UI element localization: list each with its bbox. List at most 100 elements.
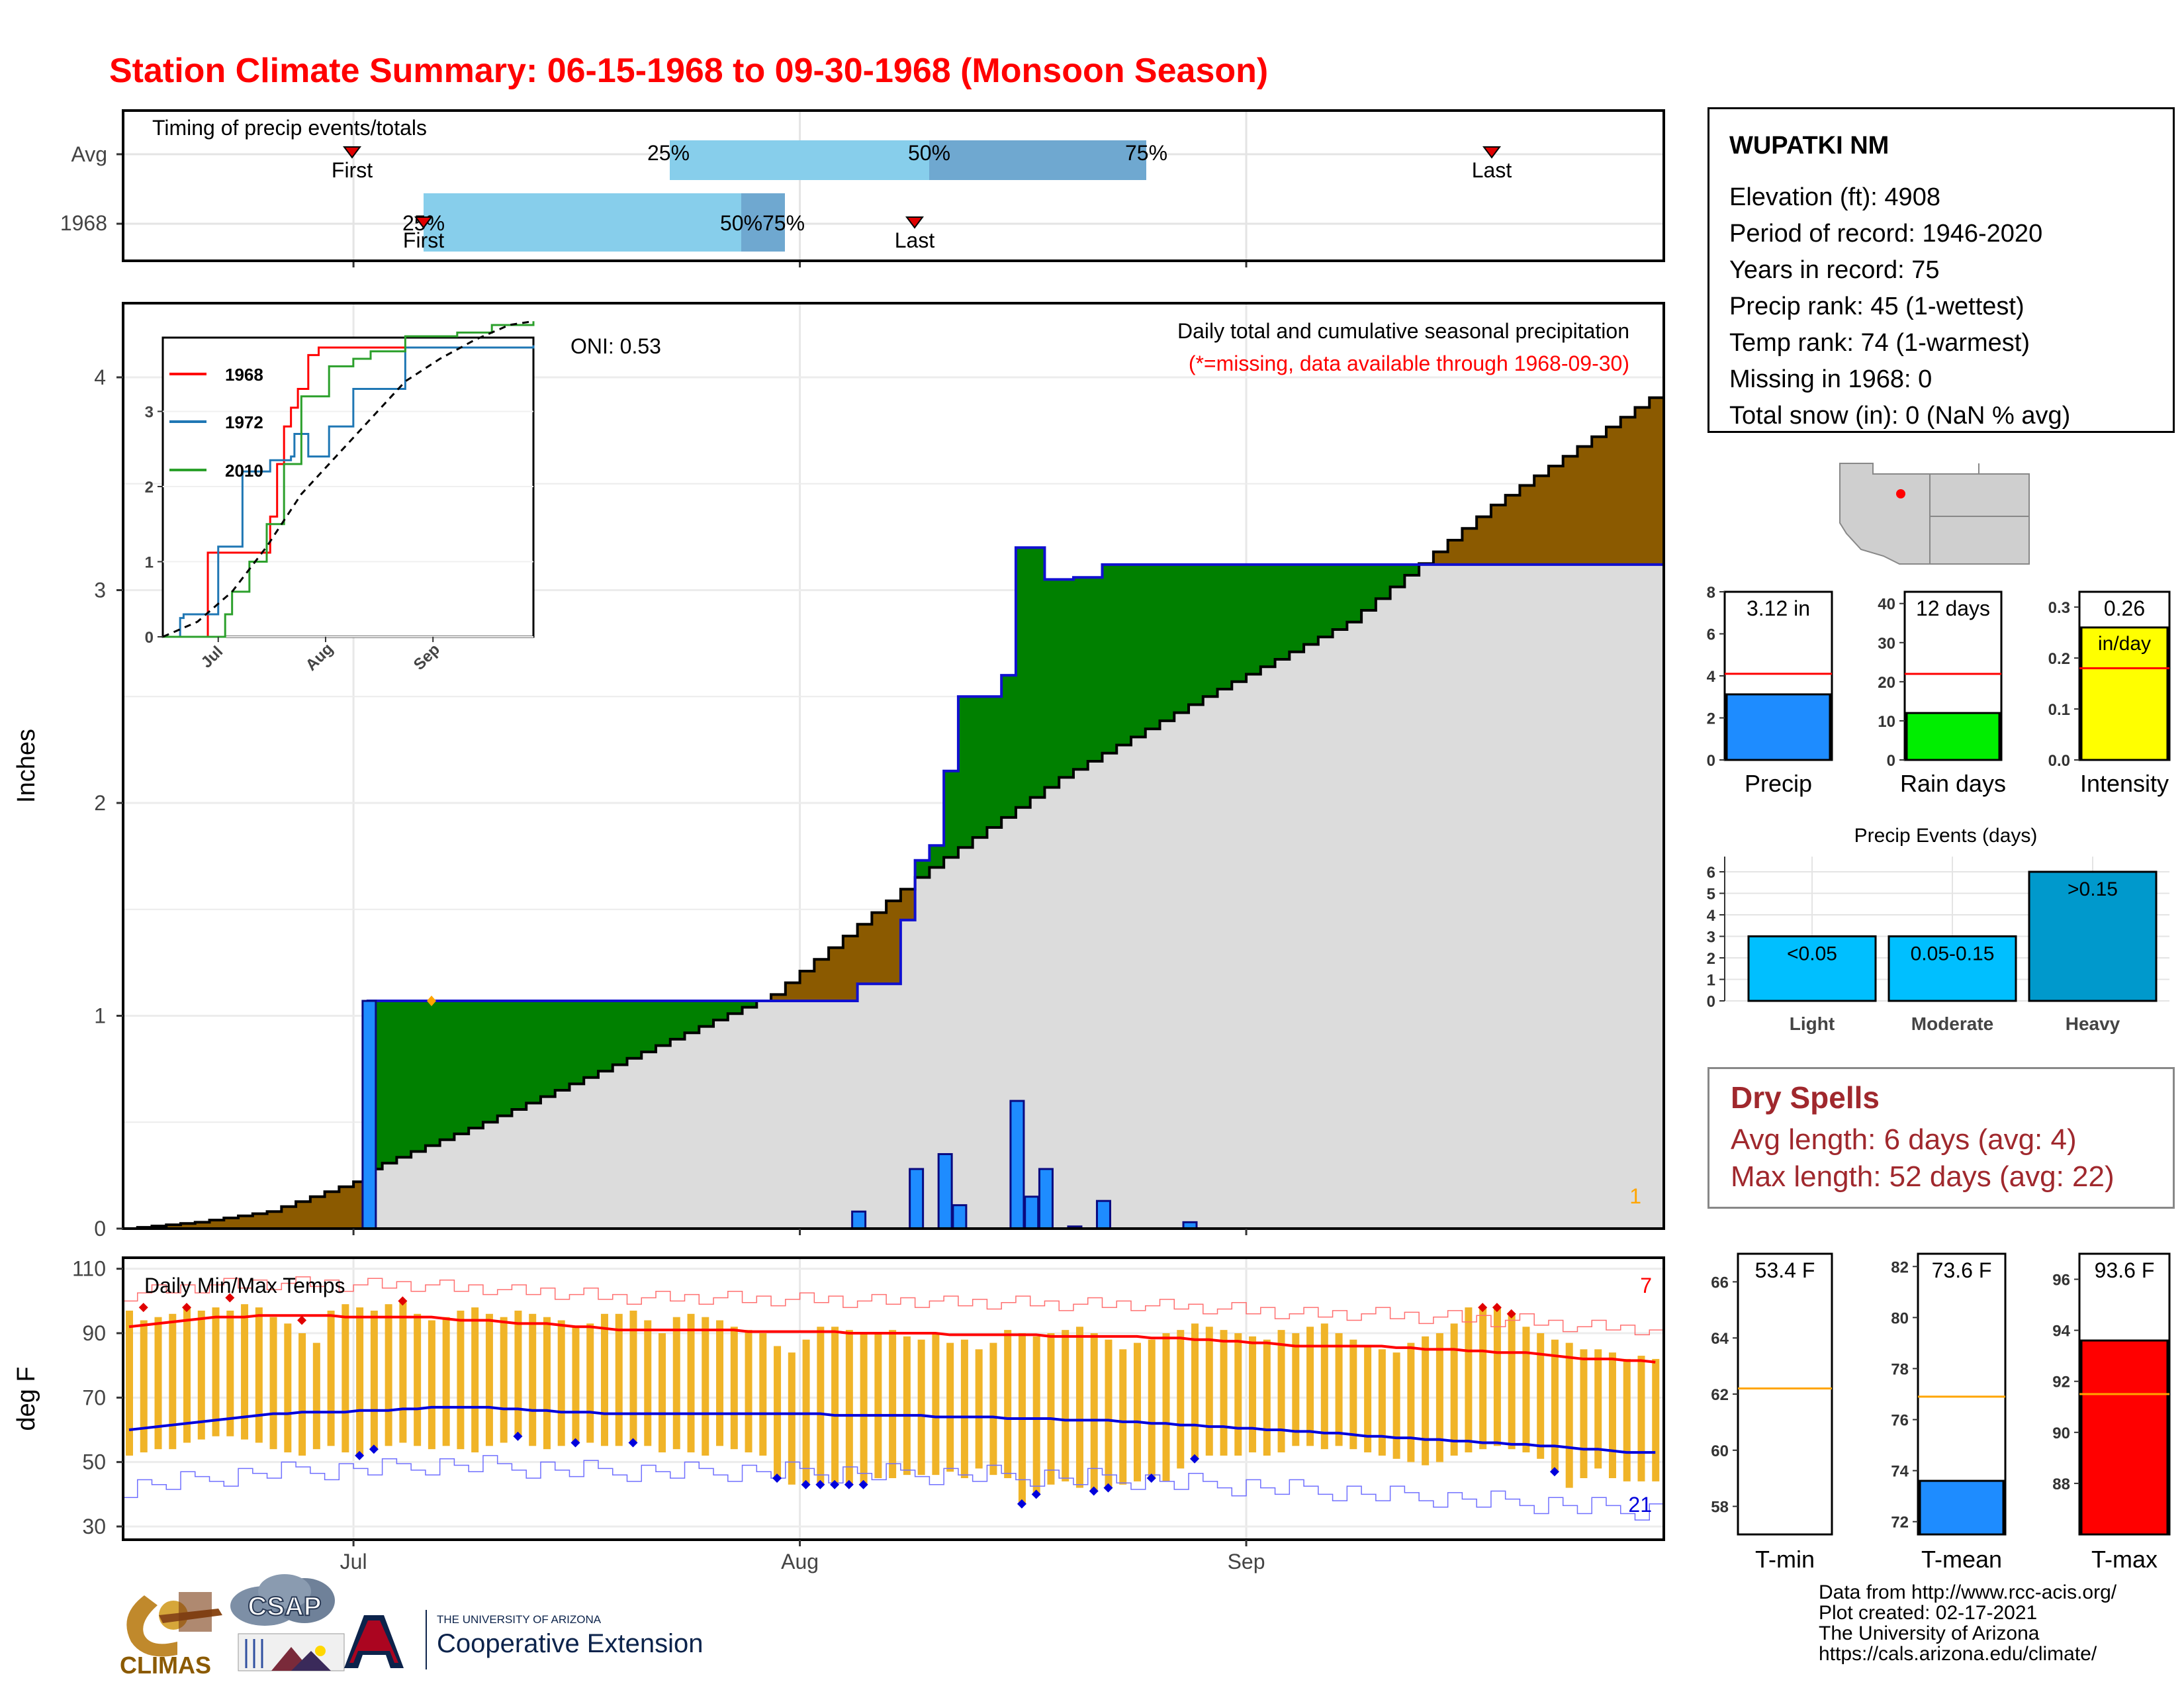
y1968-last-marker	[905, 216, 924, 229]
summary-chart-rain_days: 12 days 0 10 20 30 40 Rain days	[1878, 590, 2006, 797]
inset-series-1968	[163, 346, 533, 638]
daily-precip-bar	[1095, 1199, 1111, 1230]
daily-temp-range-bar	[1392, 1352, 1400, 1459]
daily-temp-range-bar	[1422, 1336, 1430, 1466]
daily-temp-range-bar	[1493, 1307, 1501, 1446]
daily-temp-range-bar	[1608, 1352, 1616, 1478]
tmax-average-line	[128, 1314, 1656, 1364]
daily-temp-range-bar	[284, 1323, 292, 1453]
daily-temp-range-bar	[1249, 1336, 1257, 1453]
temp-summary-ytick-label: 96	[2052, 1272, 2070, 1289]
record-low-marker	[1031, 1489, 1041, 1499]
daily-temp-range-bar	[341, 1304, 349, 1453]
daily-temp-range-bar	[1105, 1339, 1113, 1488]
temp-summary-value-label: 53.4 F	[1755, 1258, 1815, 1282]
daily-temp-range-bar	[197, 1310, 205, 1440]
daily-temp-range-bar	[1435, 1333, 1443, 1462]
daily-temp-range-bar	[442, 1317, 450, 1446]
main-panel-subtitle: (*=missing, data available through 1968-…	[1189, 352, 1629, 375]
record-high-marker	[398, 1296, 408, 1306]
daily-temp-range-bar	[1637, 1356, 1645, 1481]
temp-summary-value-label: 73.6 F	[1932, 1258, 1992, 1282]
inset-ytick-label: 2	[145, 479, 154, 496]
daily-temp-range-bar	[269, 1317, 277, 1450]
daily-temp-range-bar	[1378, 1349, 1386, 1456]
daily-temp-range-bar	[1551, 1339, 1559, 1472]
main-ytick-label: 4	[94, 365, 106, 389]
legend-1968: 1968	[225, 365, 263, 385]
record-low-marker	[1017, 1499, 1026, 1509]
record-high-marker	[1478, 1303, 1488, 1313]
credit-line: Plot created: 02-17-2021	[1819, 1602, 2038, 1624]
daily-temp-range-bar	[356, 1307, 364, 1456]
daily-temp-range-bar	[1508, 1313, 1516, 1450]
daily-temp-range-bar	[1565, 1342, 1573, 1488]
legend-2010: 2010	[225, 461, 263, 481]
record-low-marker	[355, 1450, 365, 1460]
temp-ytick-label: 30	[82, 1515, 106, 1538]
daily-temp-range-bar	[370, 1310, 378, 1450]
tmin-average-line	[128, 1405, 1656, 1454]
summary-ytick-label: 8	[1707, 584, 1715, 602]
station-temp-rank: Temp rank: 74 (1-warmest)	[1729, 329, 2030, 357]
summary-chart-intensity: 0.26 in/day 0.0 0.1 0.2 0.3 Intensity	[2048, 590, 2171, 797]
main-ytick-label: 1	[94, 1004, 106, 1028]
temp-panel: Daily Min/Max Temps 7 21 deg F 30 50 70 90 1…	[13, 1256, 1665, 1573]
inset-legend: 1968 1972 2010	[169, 365, 263, 481]
daily-temp-range-bar	[1062, 1330, 1069, 1481]
events-bar-label: 0.05-0.15	[1911, 943, 1995, 965]
events-category-label: Moderate	[1911, 1013, 1993, 1034]
temp-summary-value-bar	[2080, 1339, 2169, 1536]
temp-summary-axis-label: T-mean	[1921, 1546, 2002, 1573]
daily-temp-range-bar	[1594, 1349, 1602, 1469]
summary-ytick-label: 40	[1878, 596, 1895, 614]
timing-1968-25-50-bar	[424, 193, 741, 252]
daily-temp-range-bar	[399, 1301, 407, 1443]
summary-axis-label: Precip	[1745, 770, 1812, 797]
dry-spells-max: Max length: 52 days (avg: 22)	[1731, 1160, 2115, 1193]
summary-ytick-label: 0	[1707, 752, 1715, 770]
y1968-first-marker	[414, 216, 433, 229]
station-location-dot	[1896, 489, 1905, 498]
daily-temp-range-bar	[1148, 1339, 1156, 1478]
cumulative-avg-step-line	[123, 388, 1665, 1230]
daily-temp-range-bar	[1191, 1323, 1199, 1459]
inset-series-1972	[163, 345, 535, 638]
daily-temp-range-bar	[1479, 1307, 1487, 1450]
daily-temp-range-bar	[1580, 1349, 1588, 1478]
y1968-first-label: First	[403, 228, 444, 252]
daily-temp-range-bar	[932, 1333, 940, 1476]
row-label-1968: 1968	[60, 211, 107, 235]
record-low-marker	[801, 1479, 811, 1489]
daily-temp-range-bar	[629, 1310, 637, 1443]
daily-temp-range-bar	[1004, 1330, 1012, 1478]
daily-temp-range-bar	[414, 1313, 422, 1446]
cumulative-precip-line	[123, 546, 1664, 1230]
temp-summary-ytick-label: 72	[1891, 1514, 1909, 1532]
credit-line: Data from http://www.rcc-acis.org/	[1819, 1581, 2117, 1603]
daily-temp-range-bar	[716, 1320, 724, 1446]
climas-logo-text: CLIMAS	[120, 1652, 211, 1679]
daily-temp-range-bar	[154, 1317, 162, 1450]
temp-summary-tmin: 53.4 F 58 60 62 64 66 T-min	[1711, 1252, 1833, 1573]
daily-temp-range-bar	[183, 1307, 191, 1443]
summary-ytick-label: 0	[1887, 752, 1895, 770]
record-low-marker	[513, 1431, 523, 1441]
events-bar-label: >0.15	[2068, 878, 2118, 900]
temp-summary-ytick-label: 64	[1711, 1330, 1729, 1348]
daily-temp-range-bar	[126, 1310, 133, 1456]
daily-temp-range-bar	[1047, 1333, 1055, 1485]
daily-temp-range-bar	[500, 1317, 508, 1443]
daily-temp-range-bar	[1335, 1333, 1343, 1446]
daily-temp-range-bar	[557, 1320, 565, 1446]
temp-summary-frame	[1737, 1252, 1833, 1536]
daily-precip-bar	[1038, 1168, 1054, 1230]
temp-xtick-label: Jul	[340, 1550, 367, 1573]
daily-temp-range-bar	[1075, 1327, 1083, 1488]
temp-summary-value-label: 93.6 F	[2095, 1258, 2155, 1282]
daily-temp-range-bar	[471, 1307, 479, 1453]
daily-temp-range-bar	[1450, 1323, 1458, 1456]
summary-ytick-label: 0.0	[2048, 752, 2070, 770]
summary-value-label: 12 days	[1916, 596, 1990, 620]
